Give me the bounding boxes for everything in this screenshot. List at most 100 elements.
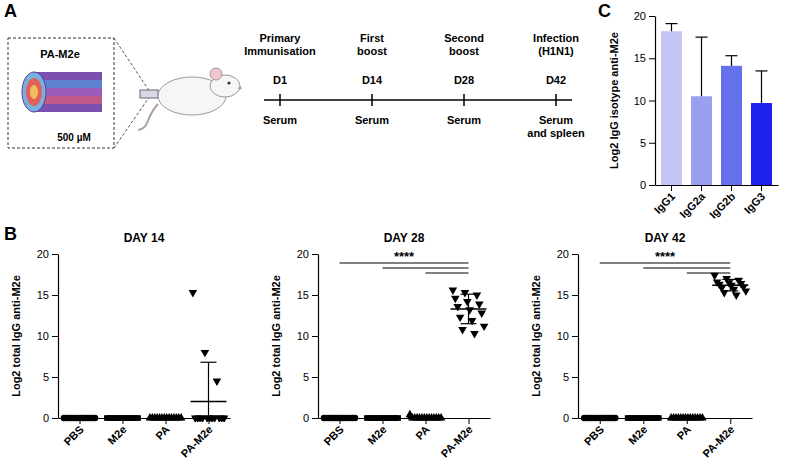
tick: IgG2a [677, 185, 708, 220]
tick: 20 [37, 248, 58, 260]
sample-label: Serum [263, 114, 297, 126]
tick-mark [572, 377, 578, 378]
event-label-line: First [360, 32, 384, 44]
y-axis: 05101520 [557, 248, 579, 424]
tick: 0 [303, 412, 318, 424]
tick-mark [312, 254, 318, 255]
tick-label: PA-M2e [438, 423, 474, 459]
point [470, 331, 479, 338]
significance-line [383, 268, 469, 269]
error-bars [322, 294, 487, 418]
timeline-tick [463, 94, 465, 106]
point [449, 288, 458, 295]
axis-line [59, 418, 231, 419]
mouse-ear [210, 68, 222, 80]
chart-panel: 05101520IgG1IgG2aIgG2bIgG3Log2 IgG isoty… [608, 10, 779, 221]
tick-mark [52, 295, 58, 296]
tick: PA [153, 418, 172, 442]
point [437, 413, 446, 420]
point [167, 413, 176, 420]
error-cap [696, 37, 708, 38]
timeline-tick [555, 94, 557, 106]
tick-label: 20 [37, 248, 49, 260]
error-cap [726, 55, 738, 56]
tick: IgG1 [652, 185, 678, 216]
point [461, 290, 470, 297]
tick: PBS [61, 418, 85, 448]
fiber-stripe [34, 104, 102, 112]
point [427, 413, 436, 420]
point [473, 293, 482, 300]
error-bars [582, 279, 749, 418]
y-axis: 05101520 [634, 10, 656, 191]
chart-title: DAY 28 [384, 231, 425, 245]
event-label-line: Immunisation [244, 45, 316, 57]
mouse-eye [227, 81, 230, 84]
tick: PA [413, 418, 432, 442]
tick-label: 10 [557, 330, 569, 342]
tick-mark [649, 185, 655, 186]
tick: 20 [557, 248, 578, 260]
tick: IgG2b [707, 185, 738, 221]
tick-mark [52, 336, 58, 337]
tick-mark [572, 295, 578, 296]
event-label-line: (H1N1) [538, 45, 574, 57]
chart-title: DAY 42 [645, 231, 686, 245]
tick: IgG3 [742, 185, 768, 216]
tick-label: 10 [634, 95, 646, 107]
tick-mark [312, 418, 318, 419]
tick-label: 5 [303, 371, 309, 383]
point [477, 311, 486, 318]
tick-label: 0 [43, 412, 49, 424]
tick-mark [731, 185, 732, 191]
point [155, 413, 164, 420]
tick: 10 [297, 330, 318, 342]
tick-mark [340, 418, 341, 424]
tick-label: PA-M2e [700, 423, 736, 459]
tick: 10 [37, 330, 58, 342]
tick-label: 15 [634, 52, 646, 64]
error-cap [666, 23, 678, 24]
error-bar [671, 24, 672, 32]
panel-letter: B [4, 224, 17, 244]
tick-label: 10 [37, 330, 49, 342]
tick-label: PBS [582, 423, 606, 447]
tick-mark [123, 418, 124, 424]
points [581, 273, 750, 421]
chart-panel: 05101520PBSM2ePAPA-M2eDAY 28Log2 total I… [270, 231, 491, 460]
day-label: D14 [362, 74, 383, 86]
timeline-tick [371, 94, 373, 106]
tick-mark [600, 418, 601, 424]
y-axis-title: Log2 total IgG anti-M2e [530, 275, 542, 397]
tick: M2e [105, 418, 129, 447]
chart-title: DAY 14 [124, 231, 165, 245]
tick-mark [687, 418, 688, 424]
point [480, 324, 489, 331]
significance-label: **** [655, 249, 676, 264]
tick-mark [701, 185, 702, 191]
tick-label: PA [674, 423, 693, 442]
sample-label-line: Serum [263, 114, 297, 126]
x-axis: PBSM2ePAPA-M2e [59, 418, 231, 460]
diagram: PA-M2e500 µMPrimaryImmunisationD1SerumFi… [8, 32, 585, 148]
axis-line [655, 17, 656, 186]
axis-line [319, 418, 491, 419]
tick: 20 [297, 248, 318, 260]
bar [661, 31, 682, 185]
tick-label: 15 [37, 289, 49, 301]
point [177, 413, 186, 420]
tick-mark [166, 418, 167, 424]
sample-label: Serumand spleen [527, 114, 585, 139]
point [732, 293, 741, 300]
error-bar [701, 37, 702, 96]
tick: M2e [626, 418, 650, 447]
tick-label: PBS [61, 423, 85, 447]
tick: 10 [557, 330, 578, 342]
event-label: Infection(H1N1) [533, 32, 579, 57]
tick-label: 0 [563, 412, 569, 424]
inset-box [8, 38, 114, 148]
significance-line [687, 273, 731, 274]
error-cap [201, 362, 217, 363]
points [321, 288, 489, 422]
significance-label: **** [394, 249, 415, 264]
